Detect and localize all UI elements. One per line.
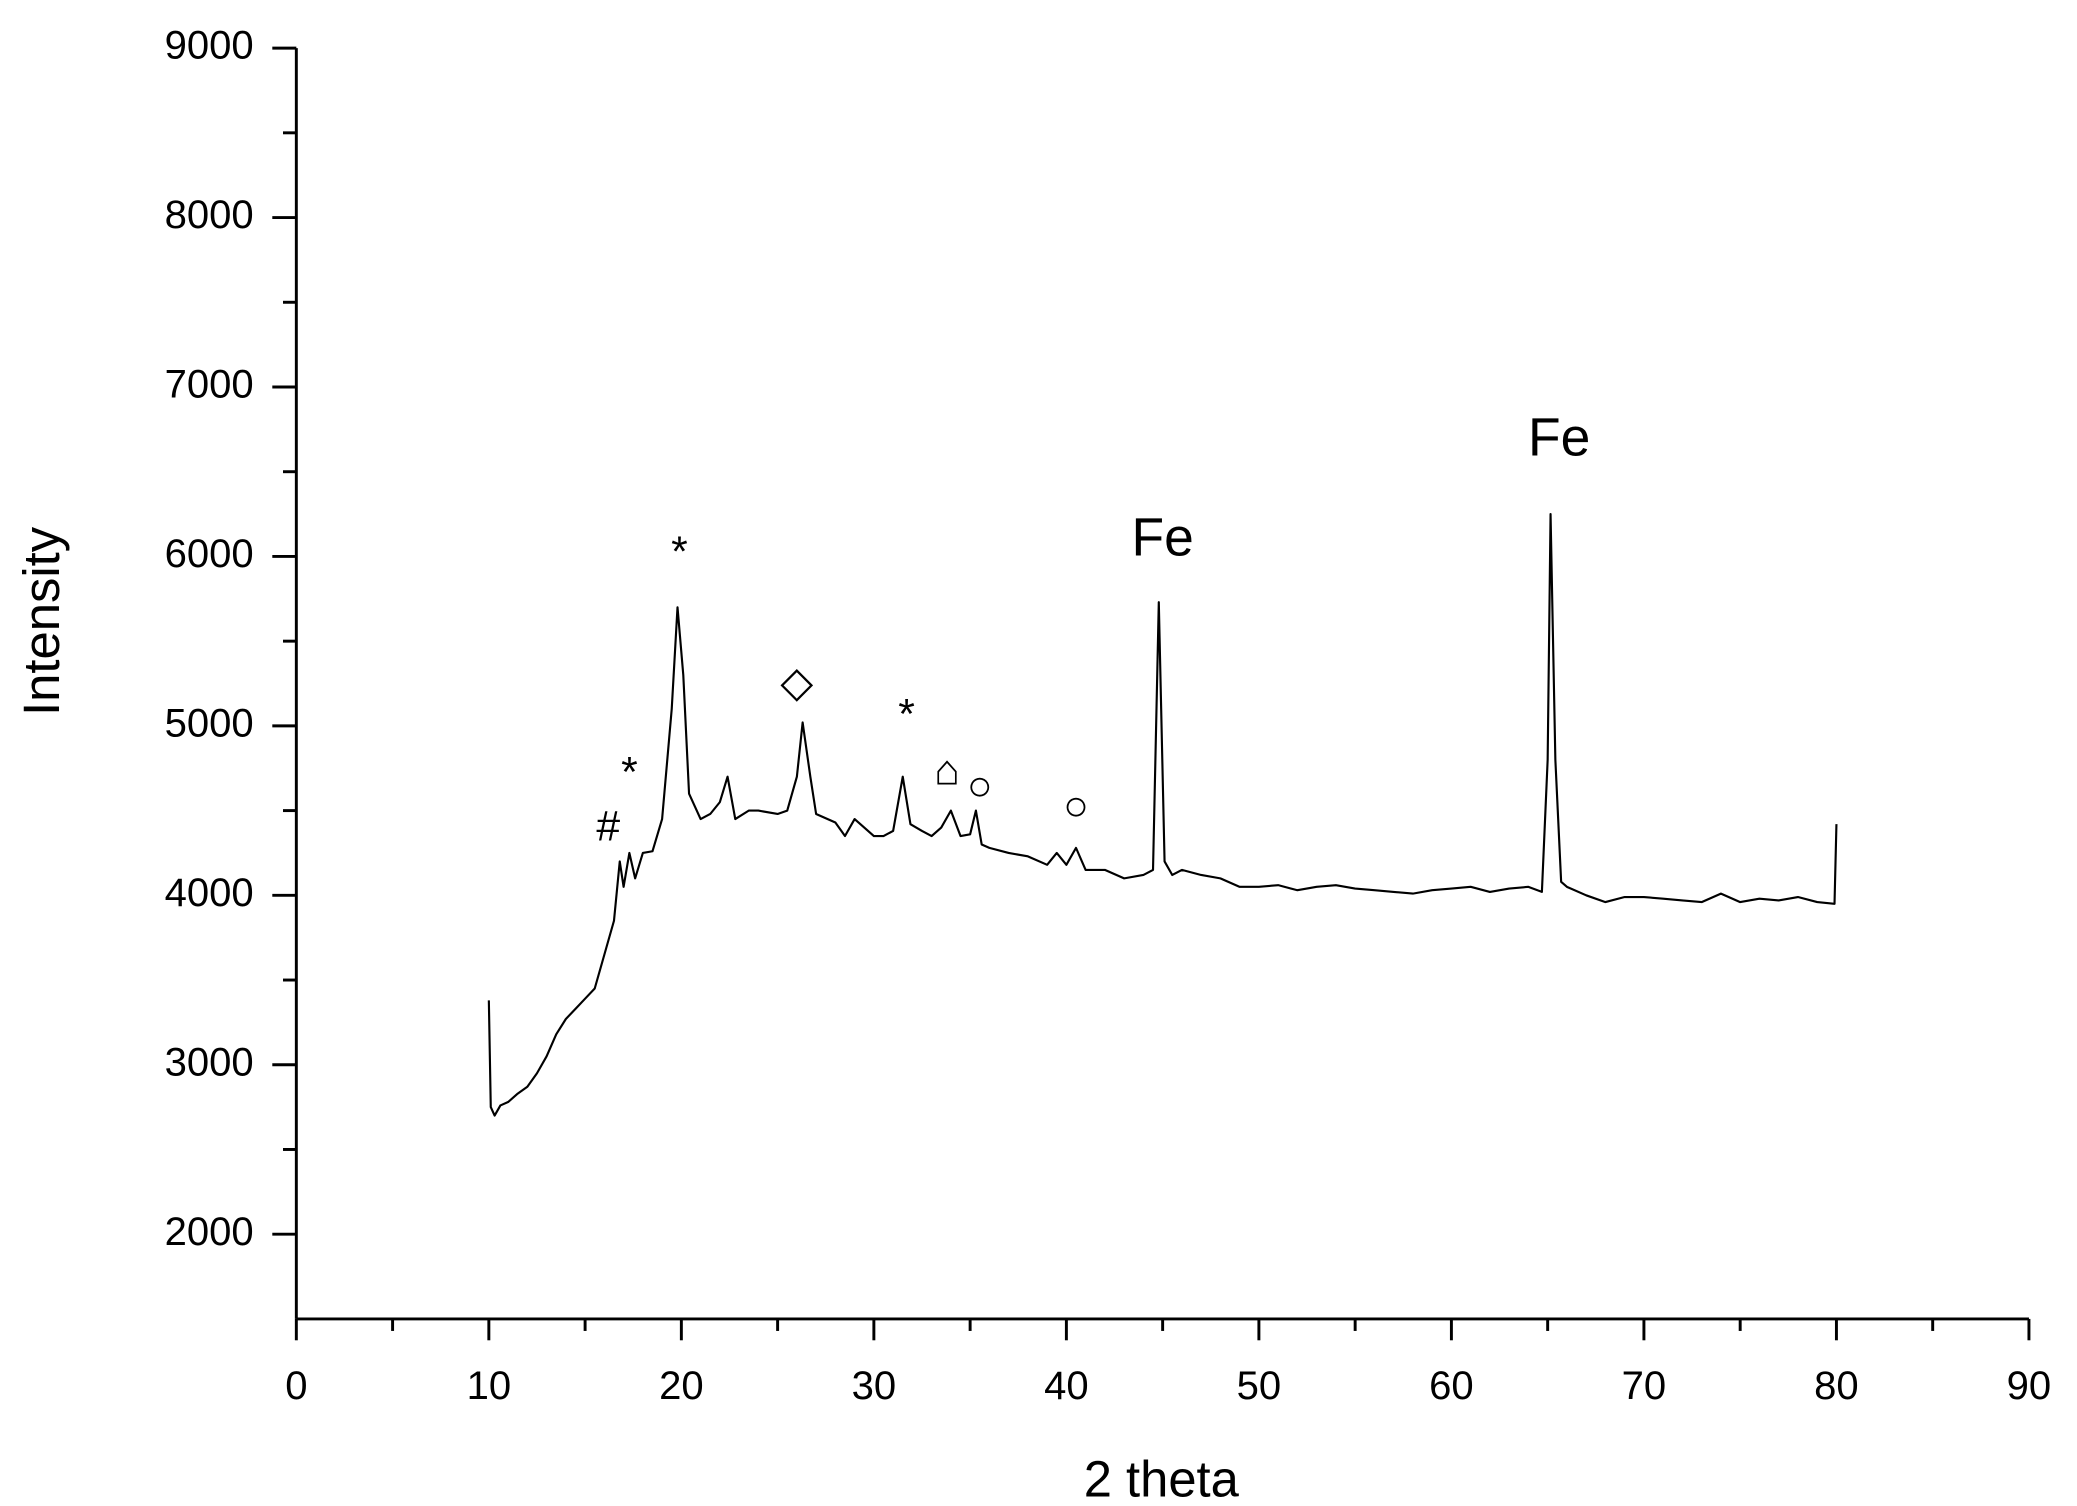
annotation: Fe bbox=[1528, 408, 1590, 467]
y-tick-label: 7000 bbox=[165, 363, 254, 407]
x-tick-label: 0 bbox=[285, 1364, 307, 1408]
x-tick-label: 50 bbox=[1237, 1364, 1282, 1408]
annotation: ◇ bbox=[780, 658, 813, 706]
y-tick-label: 3000 bbox=[165, 1040, 254, 1084]
x-tick-label: 20 bbox=[659, 1364, 704, 1408]
annotation: # bbox=[596, 802, 620, 850]
y-tick-label: 8000 bbox=[165, 193, 254, 237]
x-tick-label: 40 bbox=[1044, 1364, 1089, 1408]
y-tick-label: 2000 bbox=[165, 1210, 254, 1254]
y-tick-label: 6000 bbox=[165, 532, 254, 576]
y-tick-label: 9000 bbox=[165, 24, 254, 68]
y-tick-label: 4000 bbox=[165, 871, 254, 915]
x-tick-label: 80 bbox=[1814, 1364, 1859, 1408]
annotation: Fe bbox=[1131, 508, 1193, 567]
data-line bbox=[487, 513, 1838, 1117]
x-axis-label: 2 theta bbox=[1084, 1451, 1240, 1506]
y-axis-label: Intensity bbox=[13, 526, 70, 716]
x-tick-label: 10 bbox=[467, 1364, 512, 1408]
x-tick-label: 30 bbox=[852, 1364, 897, 1408]
annotation: ○ bbox=[1063, 782, 1089, 830]
annotation: * bbox=[671, 528, 688, 576]
annotation: ○ bbox=[967, 762, 993, 810]
annotation: * bbox=[898, 691, 915, 739]
x-tick-label: 60 bbox=[1429, 1364, 1474, 1408]
x-tick-label: 90 bbox=[2007, 1364, 2052, 1408]
annotation: * bbox=[621, 748, 638, 796]
annotation: ⌂ bbox=[934, 747, 960, 795]
x-tick-label: 70 bbox=[1622, 1364, 1667, 1408]
y-tick-label: 5000 bbox=[165, 701, 254, 745]
